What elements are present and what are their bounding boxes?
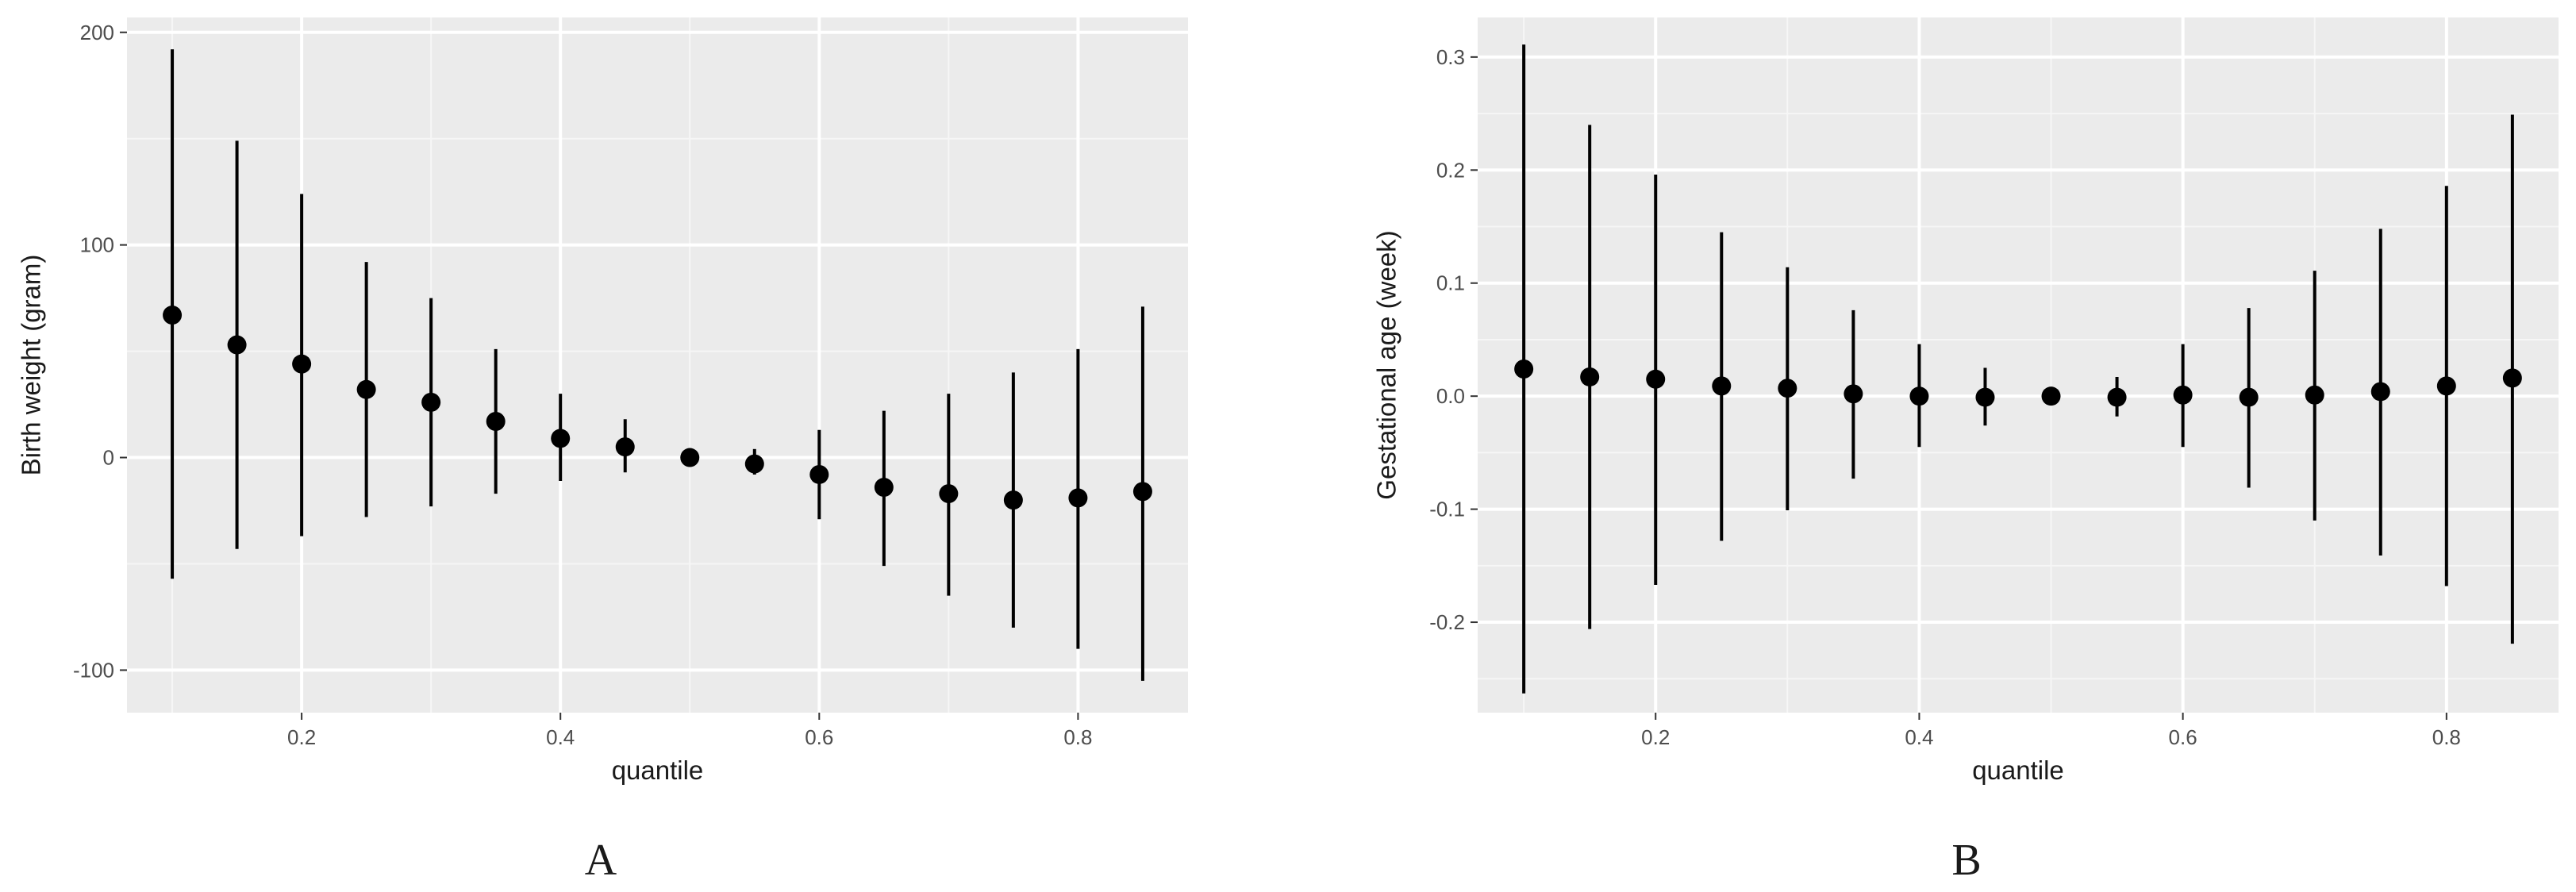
point-estimate <box>486 411 506 431</box>
point-estimate <box>874 478 894 498</box>
y-tick-label: 0.0 <box>1436 384 1465 408</box>
y-tick-label: 0.2 <box>1436 158 1465 182</box>
point-estimate <box>2502 368 2522 388</box>
y-tick-label: 200 <box>80 21 114 44</box>
point-estimate <box>1712 376 1732 396</box>
point-estimate <box>2305 385 2324 405</box>
point-estimate <box>1844 384 1863 404</box>
chart-b: 0.2 0.4 0.6 0.8 -0.2 -0.1 0.0 0.1 0.2 0.3 quanti… <box>1372 17 2559 885</box>
point-estimate <box>227 335 247 355</box>
y-tick-label: -0.1 <box>1429 498 1465 521</box>
point-estimate <box>163 306 183 325</box>
point-estimate <box>1068 488 1088 508</box>
point-estimate <box>551 429 571 448</box>
point-estimate <box>1778 379 1797 398</box>
chart-b-y-axis: -0.2 -0.1 0.0 0.1 0.2 0.3 <box>1429 45 1478 634</box>
chart-a: 0.2 0.4 0.6 0.8 -100 0 100 200 quantile Birth … <box>17 17 1188 885</box>
point-estimate <box>1646 369 1666 389</box>
y-tick-label: -0.2 <box>1429 610 1465 634</box>
chart-a-x-axis-title: quantile <box>612 756 704 785</box>
x-tick-label: 0.2 <box>287 725 316 749</box>
x-tick-label: 0.8 <box>1063 725 1092 749</box>
point-estimate <box>939 484 959 504</box>
y-tick-label: 0.3 <box>1436 45 1465 69</box>
x-tick-label: 0.4 <box>546 725 575 749</box>
chart-a-y-axis: -100 0 100 200 <box>73 21 127 682</box>
point-estimate <box>292 354 312 374</box>
y-tick-label: -100 <box>73 658 114 682</box>
point-estimate <box>680 448 700 467</box>
point-estimate <box>2041 386 2061 406</box>
x-tick-label: 0.8 <box>2432 725 2461 749</box>
chart-b-series <box>1514 44 2522 694</box>
point-estimate <box>1514 359 1534 379</box>
y-tick-label: 0 <box>103 446 114 470</box>
y-tick-label: 100 <box>80 233 114 257</box>
point-estimate <box>1132 482 1152 502</box>
point-estimate <box>421 392 441 412</box>
x-tick-label: 0.4 <box>1905 725 1933 749</box>
chart-b-grid <box>1478 17 2559 713</box>
point-estimate <box>1003 490 1023 510</box>
chart-b-y-axis-title: Gestational age (week) <box>1372 230 1401 499</box>
point-estimate <box>2173 385 2193 405</box>
chart-b-x-axis: 0.2 0.4 0.6 0.8 <box>1641 713 2461 749</box>
point-estimate <box>2436 376 2456 396</box>
point-estimate <box>1909 386 1929 406</box>
x-tick-label: 0.6 <box>805 725 833 749</box>
point-estimate <box>1975 387 1995 407</box>
chart-b-panel <box>1478 17 2559 713</box>
point-estimate <box>2370 382 2390 402</box>
point-estimate <box>1580 367 1600 386</box>
chart-a-x-axis: 0.2 0.4 0.6 0.8 <box>287 713 1092 749</box>
chart-a-panel-label: A <box>585 836 617 885</box>
point-estimate <box>809 464 829 484</box>
chart-a-y-axis-title: Birth weight (gram) <box>17 255 46 476</box>
x-tick-label: 0.6 <box>2169 725 2197 749</box>
point-estimate <box>615 437 635 457</box>
chart-b-x-axis-title: quantile <box>1972 756 2064 785</box>
chart-a-series <box>163 49 1152 681</box>
x-tick-label: 0.2 <box>1641 725 1670 749</box>
point-estimate <box>2239 387 2259 407</box>
point-estimate <box>356 379 376 399</box>
chart-a-panel <box>127 17 1188 713</box>
point-estimate <box>2107 387 2127 407</box>
y-tick-label: 0.1 <box>1436 271 1465 295</box>
chart-a-grid <box>127 17 1188 713</box>
point-estimate <box>744 454 764 474</box>
chart-b-panel-label: B <box>1951 836 1981 885</box>
